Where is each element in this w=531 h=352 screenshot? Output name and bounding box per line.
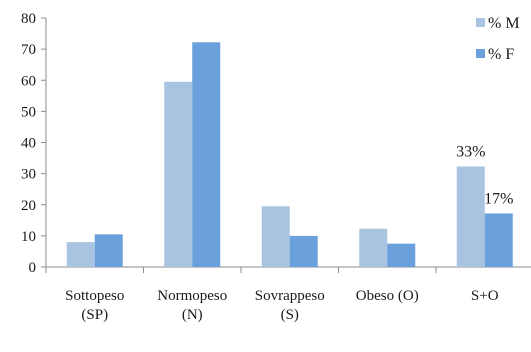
y-tick-label: 80 (21, 11, 36, 27)
data-label: 17% (484, 190, 513, 207)
legend-label: % M (488, 15, 520, 32)
legend-swatch (476, 49, 485, 58)
y-tick-label: 60 (21, 73, 36, 89)
x-category-label: Sovrappeso (S) (255, 288, 325, 323)
y-tick-label: 40 (21, 136, 36, 152)
y-tick-label: 20 (21, 198, 36, 214)
x-category-label: Normopeso (N) (157, 288, 227, 323)
bar-f (289, 235, 318, 267)
legend-label: % F (488, 46, 514, 63)
x-category-label: Sottopeso (SP) (65, 288, 124, 323)
legend: % M % F (476, 15, 520, 63)
bar-m (164, 81, 193, 268)
y-tick-label: 30 (21, 167, 36, 183)
bar-m (261, 206, 290, 267)
bars (66, 42, 513, 268)
data-labels: 33% 17% (456, 143, 513, 207)
bar-f (192, 42, 221, 268)
y-tick-label: 70 (21, 42, 36, 58)
data-label: 33% (456, 143, 485, 160)
x-category-label: Obeso (O) (356, 288, 419, 304)
bar-f (484, 213, 513, 267)
y-tick-label: 10 (21, 229, 36, 245)
bar-m (359, 228, 388, 267)
bar-f (94, 234, 123, 267)
x-axis: Sottopeso (SP) Normopeso (N) Sovrappeso (S) Ob… (45, 266, 531, 323)
y-tick-label: 0 (29, 260, 37, 276)
bar-f (387, 243, 416, 267)
x-category-label: S+O (471, 288, 499, 304)
bar-m (456, 166, 485, 267)
y-tick-label: 50 (21, 104, 36, 120)
legend-swatch (476, 18, 485, 27)
bar-m (66, 242, 95, 267)
y-axis: 0 10 20 30 40 50 60 70 80 (21, 11, 47, 276)
